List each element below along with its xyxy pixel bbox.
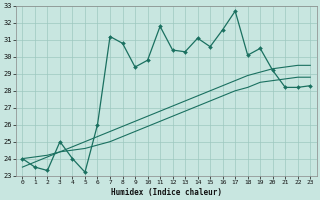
X-axis label: Humidex (Indice chaleur): Humidex (Indice chaleur): [111, 188, 222, 197]
